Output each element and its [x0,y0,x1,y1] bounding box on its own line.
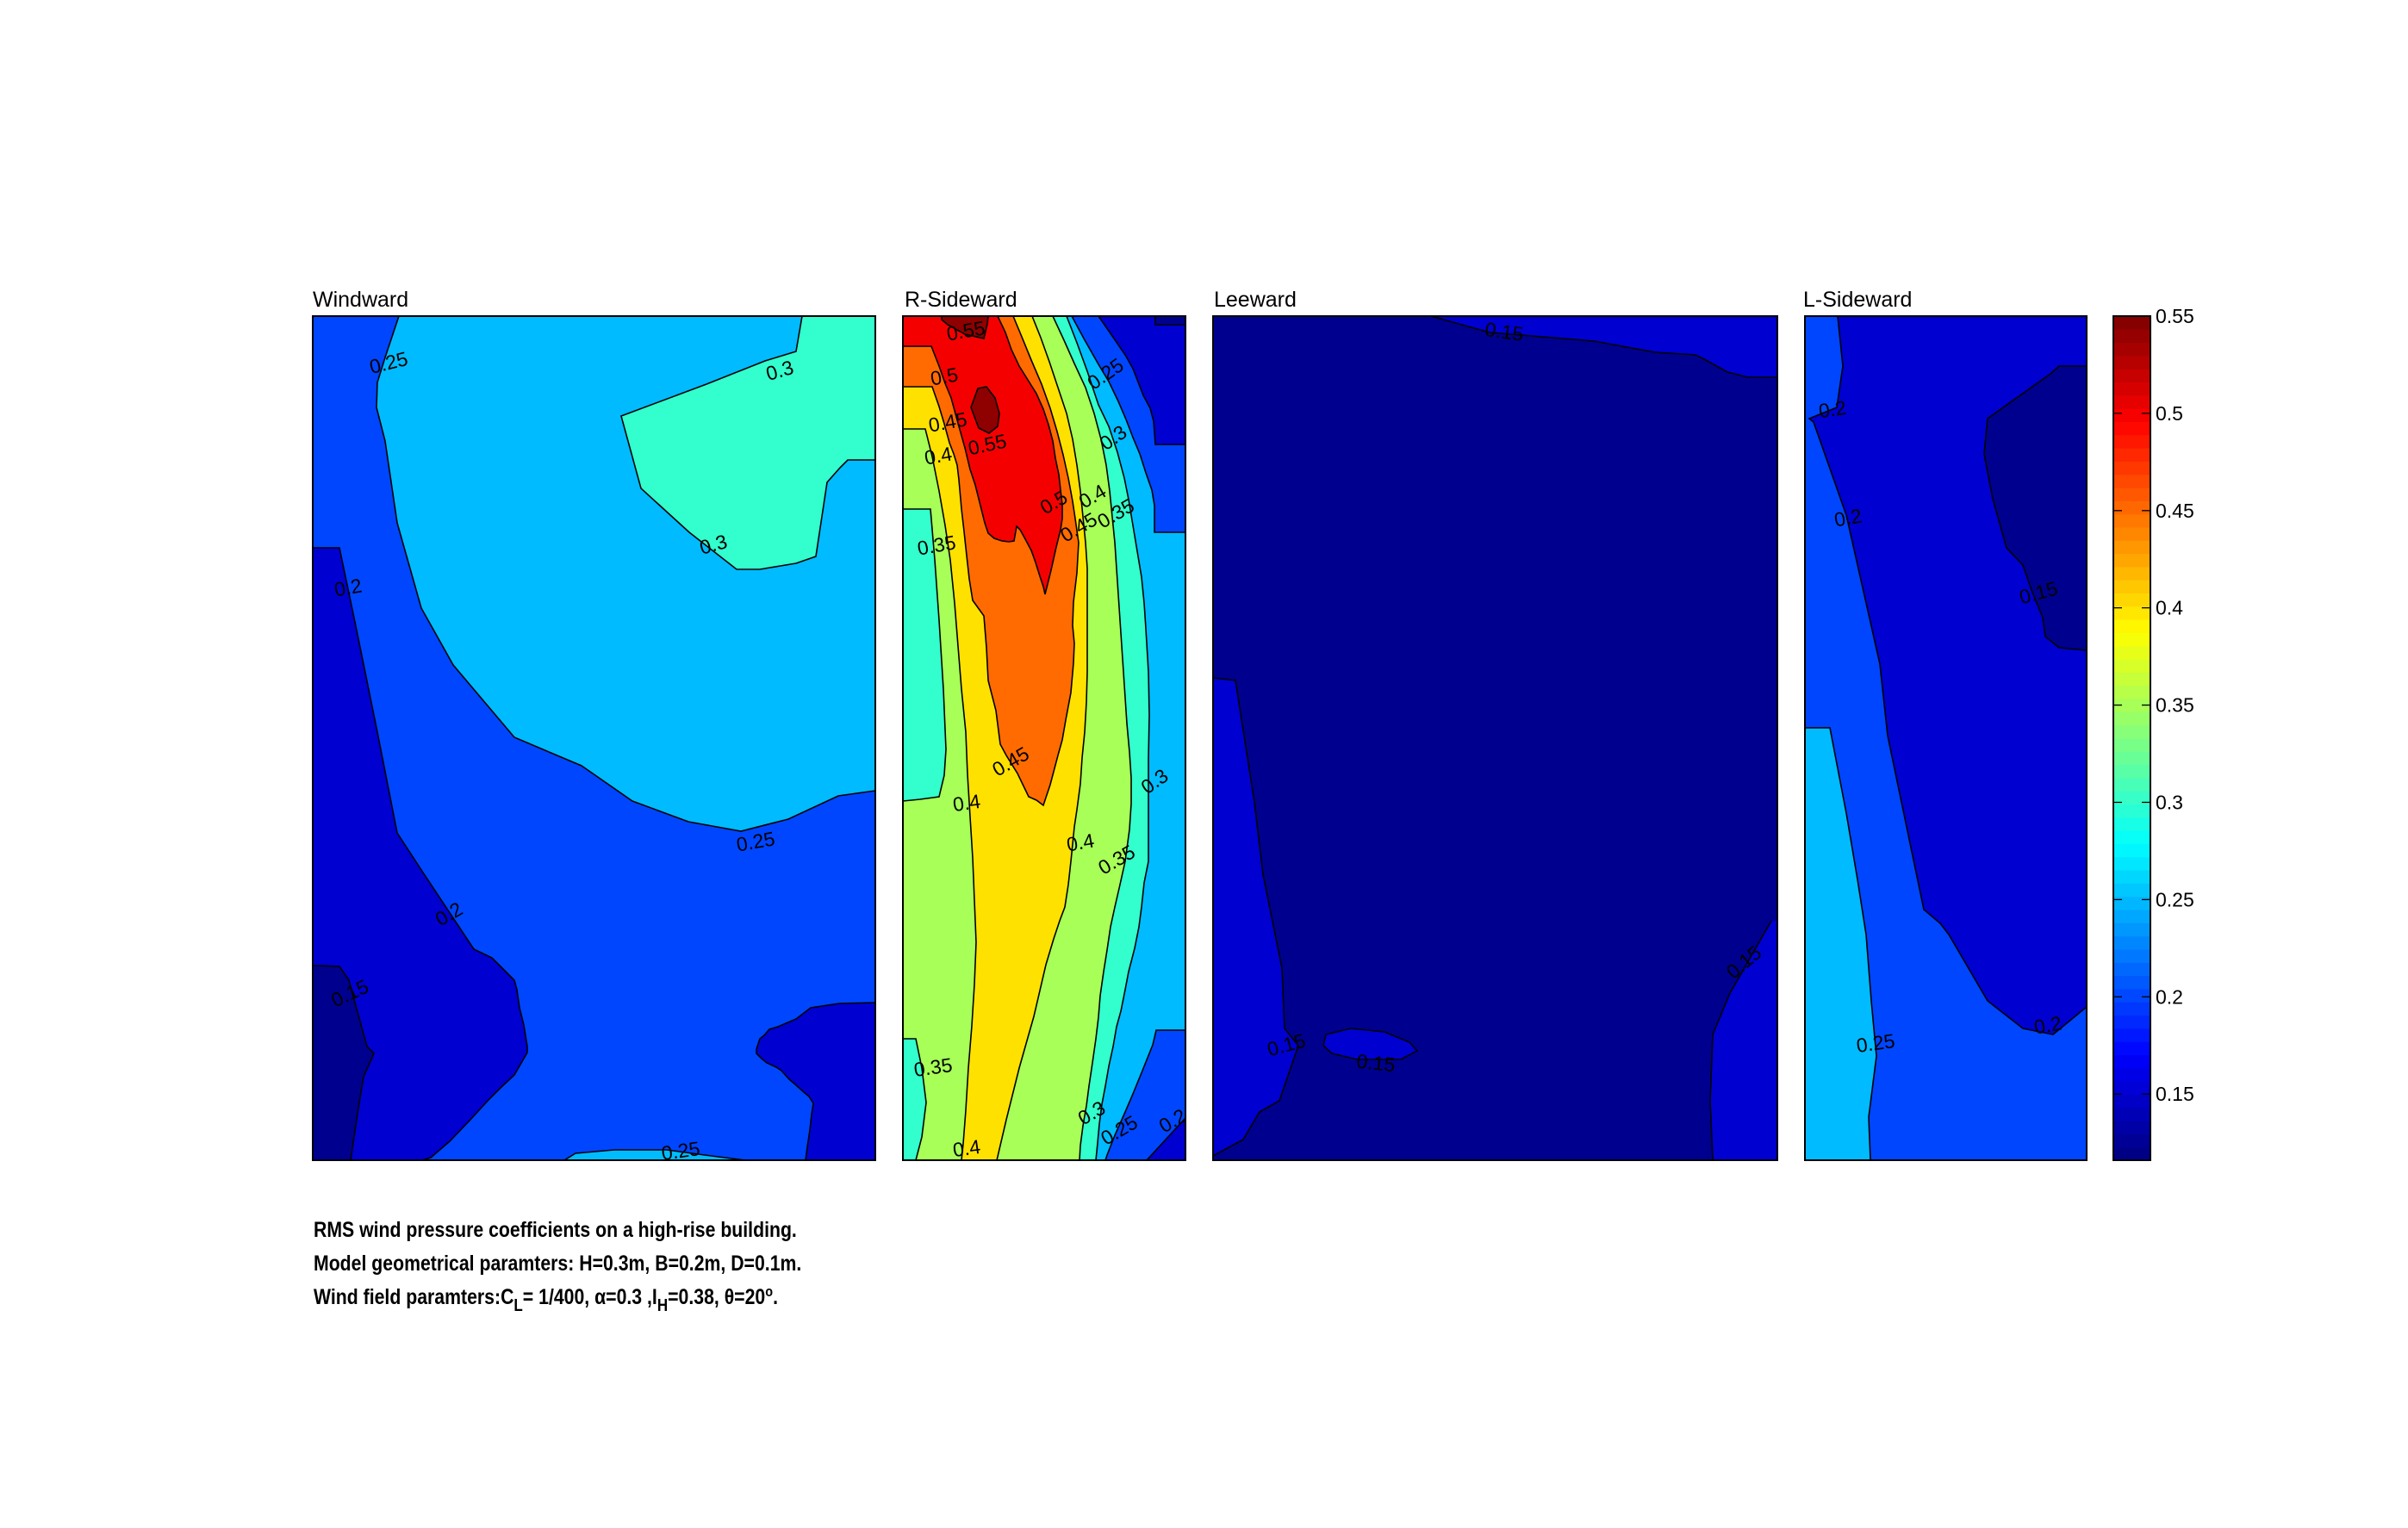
svg-text:0.2: 0.2 [2032,1011,2063,1038]
svg-text:0.4: 0.4 [1065,829,1096,855]
svg-text:0.15: 0.15 [2156,1083,2194,1105]
svg-text:0.25: 0.25 [1855,1029,1896,1057]
svg-text:0.35: 0.35 [2156,694,2194,717]
svg-text:0.25: 0.25 [2156,888,2194,910]
svg-text:0.4: 0.4 [951,1135,981,1161]
svg-text:0.15: 0.15 [1355,1050,1396,1077]
svg-text:0.5: 0.5 [2156,402,2183,425]
svg-text:L-Sideward: L-Sideward [1803,288,1912,312]
svg-text:0.3: 0.3 [2156,792,2183,814]
svg-text:Leeward: Leeward [1214,288,1297,312]
svg-text:R-Sideward: R-Sideward [905,288,1017,312]
svg-text:0.2: 0.2 [1817,396,1847,422]
svg-text:0.4: 0.4 [923,442,954,469]
svg-text:0.5: 0.5 [929,363,960,389]
svg-text:0.35: 0.35 [912,1053,954,1081]
svg-text:0.55: 0.55 [2156,305,2194,327]
svg-text:Windward: Windward [313,288,408,312]
svg-text:0.4: 0.4 [2156,597,2183,619]
svg-text:0.2: 0.2 [333,574,364,600]
svg-text:0.4: 0.4 [951,790,981,816]
svg-text:0.45: 0.45 [2156,500,2194,522]
svg-text:0.2: 0.2 [1832,504,1864,531]
svg-text:0.2: 0.2 [2156,985,2183,1008]
svg-text:0.15: 0.15 [1484,318,1525,345]
svg-text:0.25: 0.25 [660,1137,701,1165]
